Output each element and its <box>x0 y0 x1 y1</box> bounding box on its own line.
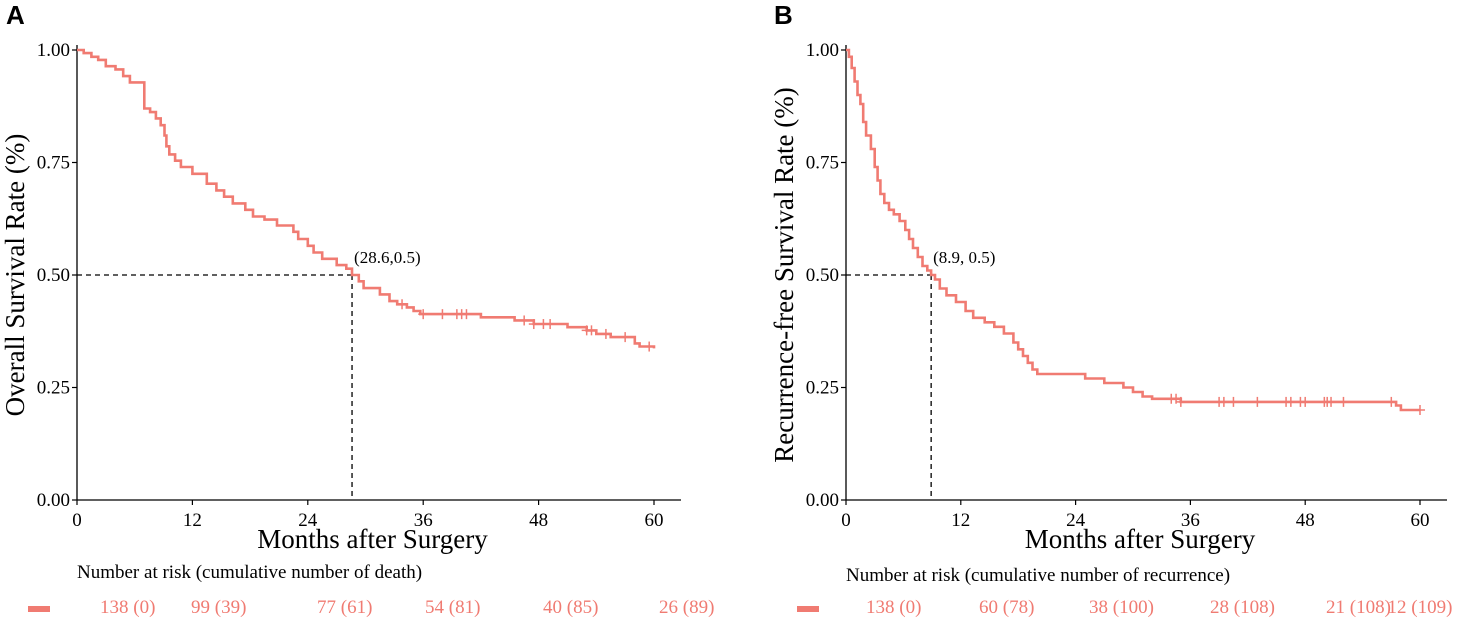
x-tick-label: 0 <box>841 510 851 531</box>
x-tick-label: 36 <box>1181 510 1200 531</box>
censor-mark <box>437 309 448 320</box>
panel-label: B <box>774 0 793 30</box>
survival-curve <box>846 48 1420 412</box>
y-tick-label: 0.25 <box>806 378 839 399</box>
censor-mark <box>528 319 539 330</box>
risk-value: 54 (81) <box>425 597 480 618</box>
censor-mark <box>1326 396 1337 407</box>
y-tick-label: 1.00 <box>37 40 70 61</box>
median-annotation: (8.9, 0.5) <box>933 248 995 267</box>
risk-value: 12 (109) <box>1388 597 1453 618</box>
y-tick-label: 1.00 <box>806 40 839 61</box>
censor-mark <box>1175 396 1186 407</box>
censor-mark <box>418 309 429 320</box>
censor-mark <box>1228 396 1239 407</box>
risk-table-title: Number at risk (cumulative number of dea… <box>77 562 422 583</box>
risk-value: 99 (39) <box>191 597 246 618</box>
x-tick-label: 48 <box>529 510 548 531</box>
risk-legend-swatch <box>28 606 50 612</box>
survival-curve <box>77 48 656 349</box>
x-tick-label: 12 <box>951 510 970 531</box>
censor-mark <box>1300 396 1311 407</box>
x-tick-label: 24 <box>1066 510 1086 531</box>
censor-mark <box>545 319 556 330</box>
x-tick-label: 36 <box>414 510 433 531</box>
y-axis-title: Overall Survival Rate (%) <box>0 134 30 417</box>
x-tick-label: 48 <box>1296 510 1315 531</box>
risk-value: 138 (0) <box>100 597 155 618</box>
risk-value: 21 (108) <box>1326 597 1391 618</box>
risk-value: 60 (78) <box>979 597 1034 618</box>
x-tick-label: 60 <box>645 510 664 531</box>
censor-mark <box>519 315 530 326</box>
risk-value: 138 (0) <box>866 597 921 618</box>
censor-mark <box>397 299 408 310</box>
censor-mark <box>1386 396 1397 407</box>
x-tick-label: 12 <box>183 510 202 531</box>
panel-b: B 0.00 0.25 0.50 0.75 1.00 0 12 24 36 48 60 Months a… <box>769 0 1452 618</box>
risk-legend-swatch <box>797 606 819 612</box>
panel-a: A 0.00 0.25 0.50 0.75 1.00 0 12 24 36 48 60 Months a… <box>0 0 714 618</box>
y-tick-label: 0.25 <box>37 378 70 399</box>
y-tick-label: 0.75 <box>806 153 839 174</box>
y-tick-label: 0.00 <box>37 490 70 511</box>
censor-mark <box>586 325 597 336</box>
y-tick-label: 0.75 <box>37 153 70 174</box>
censor-mark <box>1252 396 1263 407</box>
risk-value: 28 (108) <box>1210 597 1275 618</box>
y-axis-title: Recurrence-free Survival Rate (%) <box>769 87 799 463</box>
censor-mark <box>644 341 655 352</box>
censor-mark <box>620 332 631 343</box>
x-tick-label: 24 <box>298 510 318 531</box>
x-axis-title: Months after Surgery <box>257 524 488 554</box>
censor-mark <box>1415 405 1425 415</box>
x-tick-label: 60 <box>1411 510 1430 531</box>
panel-label: A <box>6 0 25 30</box>
x-tick-label: 0 <box>72 510 82 531</box>
risk-value: 26 (89) <box>659 597 714 618</box>
risk-table-title: Number at risk (cumulative number of rec… <box>846 565 1230 586</box>
risk-value: 77 (61) <box>317 597 372 618</box>
censor-mark <box>1218 396 1229 407</box>
risk-value: 38 (100) <box>1089 597 1154 618</box>
median-annotation: (28.6,0.5) <box>354 248 421 267</box>
risk-value: 40 (85) <box>543 597 598 618</box>
censor-mark <box>1338 396 1349 407</box>
censor-mark <box>461 309 472 320</box>
x-axis-title: Months after Surgery <box>1025 524 1256 554</box>
censor-mark <box>600 328 611 339</box>
y-tick-label: 0.00 <box>806 490 839 511</box>
censor-mark <box>1285 396 1296 407</box>
y-tick-label: 0.50 <box>806 265 839 286</box>
y-tick-label: 0.50 <box>37 265 70 286</box>
